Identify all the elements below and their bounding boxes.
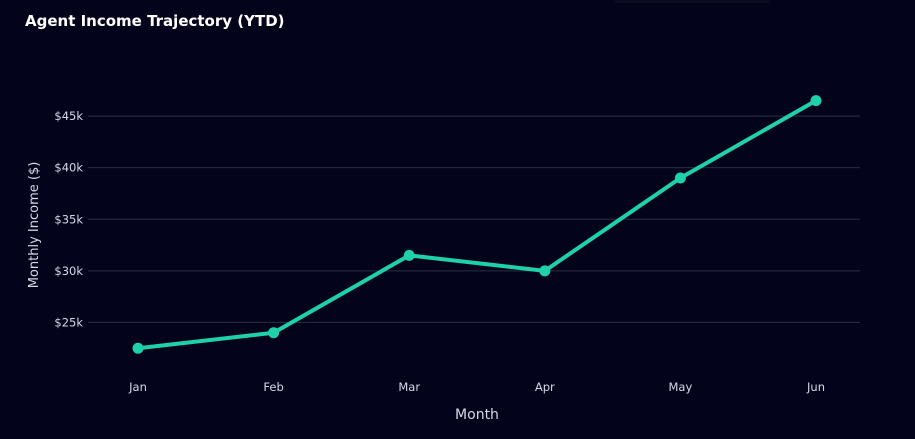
data-point xyxy=(403,249,415,261)
x-tick-label: Apr xyxy=(535,380,555,394)
chart-title: Agent Income Trajectory (YTD) xyxy=(25,12,285,30)
data-point xyxy=(674,172,686,184)
x-tick-label: May xyxy=(669,380,693,394)
data-point xyxy=(132,342,144,354)
data-point xyxy=(268,327,280,339)
data-point xyxy=(539,265,551,277)
y-tick-label: $30k xyxy=(54,264,83,278)
top-toolbar-edge xyxy=(615,0,770,3)
y-tick-label: $45k xyxy=(54,109,83,123)
y-tick-label: $40k xyxy=(54,161,83,175)
y-tick-label: $25k xyxy=(54,315,83,329)
y-axis-label: Monthly Income ($) xyxy=(27,162,42,289)
series-line xyxy=(137,98,817,351)
x-tick-label: Jan xyxy=(128,380,147,394)
x-tick-label: Jun xyxy=(806,380,825,394)
data-point xyxy=(810,95,822,107)
x-tick-label: Feb xyxy=(263,380,283,394)
x-axis-label: Month xyxy=(455,407,499,423)
y-tick-label: $35k xyxy=(54,212,83,226)
x-tick-label: Mar xyxy=(398,380,420,394)
